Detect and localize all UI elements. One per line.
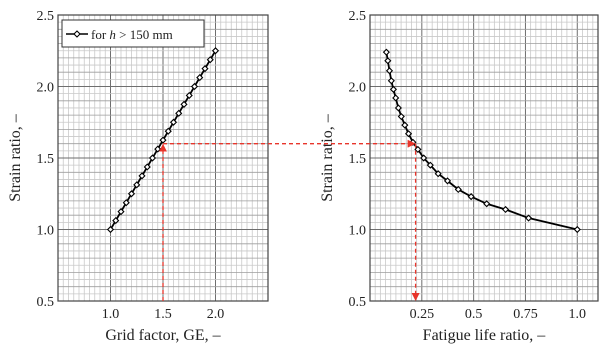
x-tick-label: 1.0 — [102, 307, 120, 322]
data-point — [454, 185, 462, 194]
data-point — [211, 47, 220, 55]
x-tick-label: 1.5 — [154, 307, 172, 322]
legend-label-variable: h — [109, 27, 116, 42]
data-point — [138, 172, 146, 180]
data-point — [164, 127, 172, 135]
data-point — [573, 225, 581, 234]
x-tick-label: 2.0 — [207, 307, 225, 322]
plot-frame — [369, 14, 599, 302]
y-tick-label: 2.5 — [37, 9, 55, 24]
y-tick-label: 1.0 — [37, 224, 55, 239]
data-point — [394, 104, 402, 112]
x-tick-label: 0.25 — [410, 307, 435, 322]
legend-label: for h > 150 mm — [91, 27, 173, 42]
x-tick-label: 1.0 — [569, 307, 587, 322]
data-point — [117, 208, 125, 216]
data-point — [443, 177, 452, 185]
data-point — [169, 118, 178, 126]
data-point — [404, 130, 413, 138]
data-point — [201, 65, 209, 73]
data-point — [122, 199, 130, 207]
data-point — [206, 56, 214, 64]
data-point — [112, 216, 120, 225]
x-axis-label: Fatigue life ratio, – — [423, 327, 547, 344]
y-axis-label: Strain ratio, – — [7, 113, 24, 202]
y-tick-label: 0.5 — [349, 295, 367, 310]
data-point — [392, 94, 400, 102]
y-tick-label: 2.5 — [349, 9, 367, 24]
data-point — [133, 181, 141, 189]
y-tick-label: 0.5 — [37, 295, 55, 310]
data-point — [397, 112, 405, 121]
x-axis-label: Grid factor, GE, – — [105, 327, 221, 344]
legend-label-prefix: for — [91, 27, 109, 42]
data-point — [190, 82, 199, 91]
y-axis-label: Strain ratio, – — [319, 113, 336, 202]
legend: for h > 150 mm — [61, 19, 205, 48]
y-tick-label: 2.0 — [37, 81, 55, 96]
data-point — [127, 190, 136, 198]
data-point — [524, 214, 533, 222]
data-point — [434, 170, 442, 178]
data-point — [159, 136, 167, 144]
data-point — [185, 91, 193, 100]
data-point — [143, 163, 151, 171]
x-tick-label: 0.5 — [465, 307, 483, 322]
data-point — [401, 121, 409, 129]
data-point — [196, 73, 204, 82]
data-point — [426, 161, 434, 169]
y-tick-label: 1.5 — [349, 152, 367, 167]
data-point — [175, 109, 183, 117]
data-point — [387, 77, 395, 85]
data-point — [385, 67, 394, 75]
data-point — [501, 205, 510, 214]
data-point — [382, 48, 390, 56]
panel-grid-factor: 0.5 1.0 1.5 2.0 2.5 1.0 1.5 2.0 Grid factor, GE,… — [7, 9, 269, 344]
legend-marker-icon — [73, 30, 81, 38]
annotation-lines — [159, 139, 420, 301]
data-point — [483, 200, 491, 208]
x-tick-label: 0.75 — [513, 307, 538, 322]
y-tick-label: 1.0 — [349, 224, 367, 239]
legend-label-suffix: > 150 mm — [116, 27, 173, 42]
data-point — [467, 193, 475, 201]
panel-fatigue-life: 0.5 1.0 1.5 2.0 2.5 0.25 0.5 0.75 1.0 Fatigue lif… — [319, 9, 599, 344]
data-point — [384, 57, 392, 65]
data-point — [106, 225, 115, 234]
y-tick-label: 1.5 — [37, 152, 55, 167]
data-point — [420, 154, 428, 162]
y-tick-label: 2.0 — [349, 81, 367, 96]
data-point — [414, 145, 422, 153]
data-point — [148, 154, 157, 162]
data-point — [389, 85, 397, 93]
data-point — [180, 100, 188, 108]
